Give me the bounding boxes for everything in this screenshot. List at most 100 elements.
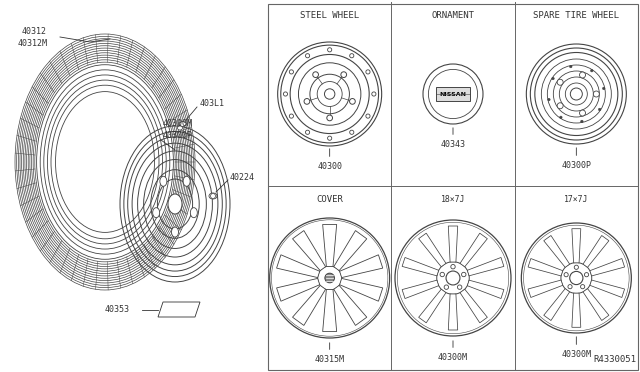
Polygon shape <box>334 231 367 270</box>
Ellipse shape <box>179 122 186 126</box>
Circle shape <box>570 272 583 285</box>
Text: 18×7J: 18×7J <box>441 196 465 205</box>
Ellipse shape <box>172 227 179 237</box>
Circle shape <box>289 114 294 118</box>
Polygon shape <box>402 280 438 298</box>
Circle shape <box>580 120 583 123</box>
Polygon shape <box>583 289 609 321</box>
Circle shape <box>559 116 562 119</box>
Circle shape <box>557 103 563 109</box>
Circle shape <box>451 264 455 269</box>
Circle shape <box>574 265 579 269</box>
Circle shape <box>440 272 444 277</box>
Polygon shape <box>528 280 563 298</box>
Circle shape <box>584 273 589 277</box>
Polygon shape <box>323 289 337 331</box>
Ellipse shape <box>183 176 190 186</box>
Circle shape <box>580 285 585 289</box>
Ellipse shape <box>325 273 335 283</box>
Polygon shape <box>528 259 563 276</box>
Circle shape <box>284 92 287 96</box>
Text: STEEL WHEEL: STEEL WHEEL <box>300 12 359 20</box>
Polygon shape <box>292 285 326 326</box>
Text: 40224: 40224 <box>230 173 255 182</box>
Polygon shape <box>590 280 625 298</box>
Circle shape <box>568 285 572 289</box>
Circle shape <box>304 99 310 104</box>
Circle shape <box>461 272 466 277</box>
Ellipse shape <box>153 208 159 218</box>
Circle shape <box>327 115 333 121</box>
Polygon shape <box>334 285 367 326</box>
Text: 40343: 40343 <box>440 128 465 149</box>
Circle shape <box>598 108 601 111</box>
Polygon shape <box>467 257 504 276</box>
Circle shape <box>211 193 216 199</box>
Text: 40312M: 40312M <box>18 39 48 48</box>
Circle shape <box>564 273 568 277</box>
Circle shape <box>324 89 335 99</box>
Polygon shape <box>467 280 504 298</box>
Text: 40300P: 40300P <box>163 131 193 141</box>
Circle shape <box>602 87 605 90</box>
Circle shape <box>366 70 370 74</box>
Circle shape <box>313 72 319 77</box>
Text: 40300: 40300 <box>317 149 342 171</box>
Bar <box>268 4 638 370</box>
Circle shape <box>349 99 355 104</box>
Text: 40300M: 40300M <box>561 337 591 359</box>
Polygon shape <box>460 233 487 267</box>
Circle shape <box>557 79 563 85</box>
Text: NISSAN: NISSAN <box>440 92 467 96</box>
Polygon shape <box>402 257 438 276</box>
Circle shape <box>341 72 347 77</box>
Polygon shape <box>419 233 446 267</box>
Polygon shape <box>590 259 625 276</box>
Text: ORNAMENT: ORNAMENT <box>431 12 474 20</box>
Polygon shape <box>448 226 458 262</box>
Polygon shape <box>323 224 337 266</box>
Circle shape <box>446 271 460 285</box>
Ellipse shape <box>177 126 182 130</box>
Circle shape <box>349 130 354 134</box>
Polygon shape <box>276 278 320 301</box>
Text: COVER: COVER <box>316 196 343 205</box>
Polygon shape <box>572 229 580 263</box>
Circle shape <box>444 285 449 289</box>
Circle shape <box>328 48 332 52</box>
Text: SPARE TIRE WHEEL: SPARE TIRE WHEEL <box>533 12 620 20</box>
Ellipse shape <box>160 176 167 186</box>
FancyBboxPatch shape <box>436 87 470 101</box>
Polygon shape <box>583 235 609 267</box>
Polygon shape <box>158 302 200 317</box>
Text: 40300P: 40300P <box>561 148 591 170</box>
Polygon shape <box>419 289 446 323</box>
Ellipse shape <box>209 193 217 199</box>
Text: 40312: 40312 <box>22 28 47 36</box>
Circle shape <box>570 65 572 68</box>
Circle shape <box>289 70 294 74</box>
Circle shape <box>458 285 462 289</box>
Circle shape <box>579 72 586 78</box>
Polygon shape <box>572 293 580 327</box>
Text: 40315M: 40315M <box>315 343 345 364</box>
Text: 17×7J: 17×7J <box>564 196 589 205</box>
Circle shape <box>305 54 310 58</box>
Text: 403L1: 403L1 <box>200 99 225 109</box>
Circle shape <box>372 92 376 96</box>
Circle shape <box>305 130 310 134</box>
Circle shape <box>548 98 550 101</box>
Text: 40300M: 40300M <box>163 119 193 128</box>
Polygon shape <box>448 294 458 330</box>
Circle shape <box>552 77 554 80</box>
Circle shape <box>366 114 370 118</box>
Circle shape <box>570 88 582 100</box>
Polygon shape <box>340 278 383 301</box>
Polygon shape <box>544 235 570 267</box>
Polygon shape <box>544 289 570 321</box>
Circle shape <box>593 91 599 97</box>
Polygon shape <box>276 255 320 278</box>
Text: R4330051: R4330051 <box>593 355 636 364</box>
Circle shape <box>579 110 586 116</box>
Ellipse shape <box>190 208 197 218</box>
